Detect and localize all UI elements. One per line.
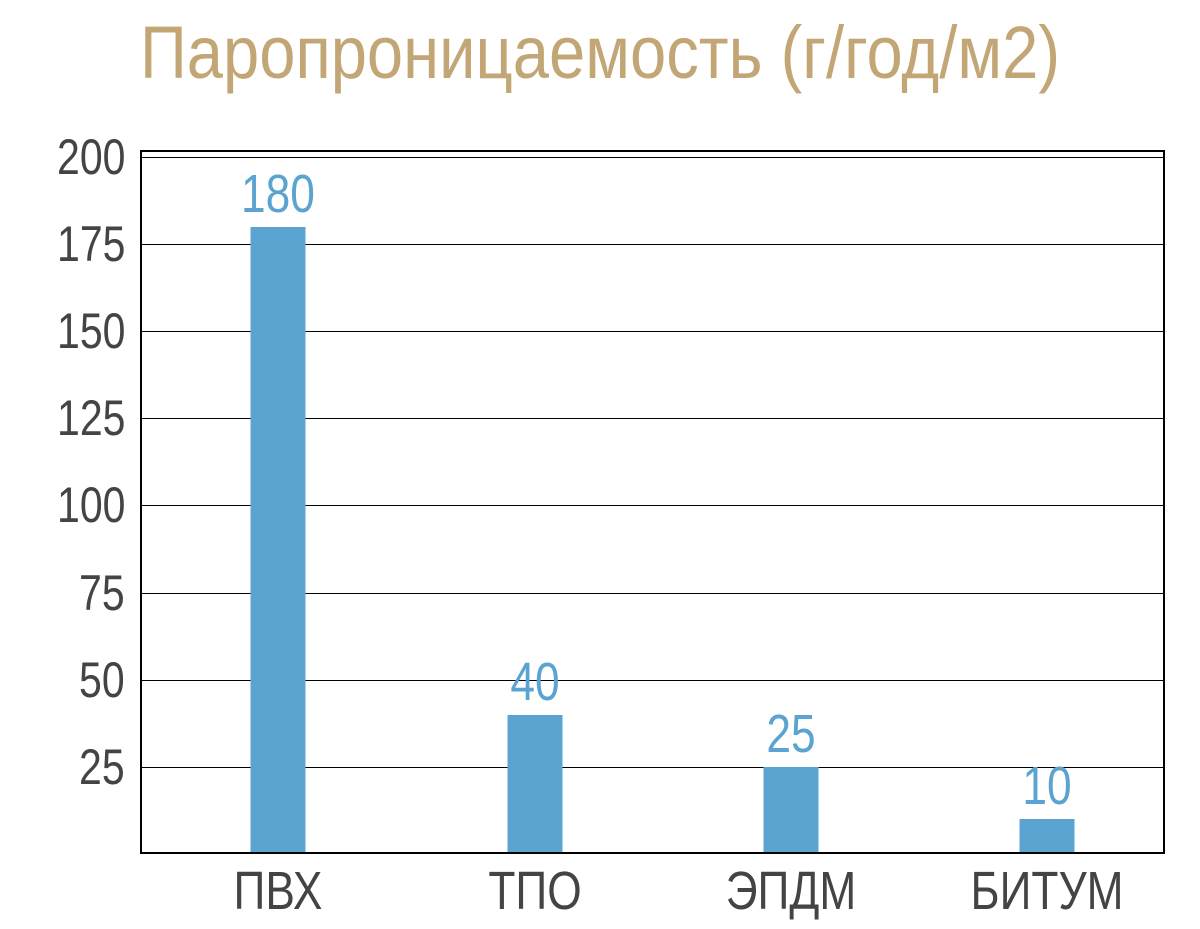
grid-line (140, 150, 142, 854)
x-tick-label: ТПО (488, 860, 581, 922)
x-tick-label: ЭПДМ (726, 860, 857, 922)
bar-value-label: 10 (1022, 755, 1071, 817)
bar-value-label: 40 (510, 651, 559, 713)
bar-value-label: 180 (241, 163, 315, 225)
y-tick-label: 25 (79, 738, 125, 796)
bar (1020, 819, 1075, 852)
y-tick-label: 200 (57, 128, 125, 186)
y-tick-label: 100 (57, 476, 125, 534)
y-tick-label: 150 (57, 302, 125, 360)
bar (763, 767, 818, 852)
y-tick-label: 50 (79, 651, 125, 709)
y-tick-label: 175 (57, 215, 125, 273)
bar-value-label: 25 (766, 703, 815, 765)
bar (507, 715, 562, 852)
grid-line (140, 150, 1165, 152)
x-tick-label: ПВХ (234, 860, 323, 922)
chart-title: Паропроницаемость (г/год/м2) (72, 10, 1128, 95)
bar (251, 227, 306, 852)
x-tick-label: БИТУМ (971, 860, 1124, 922)
grid-line (1163, 150, 1165, 854)
grid-line (140, 157, 1165, 158)
grid-line (140, 852, 1165, 854)
y-tick-label: 125 (57, 389, 125, 447)
y-tick-label: 75 (79, 564, 125, 622)
